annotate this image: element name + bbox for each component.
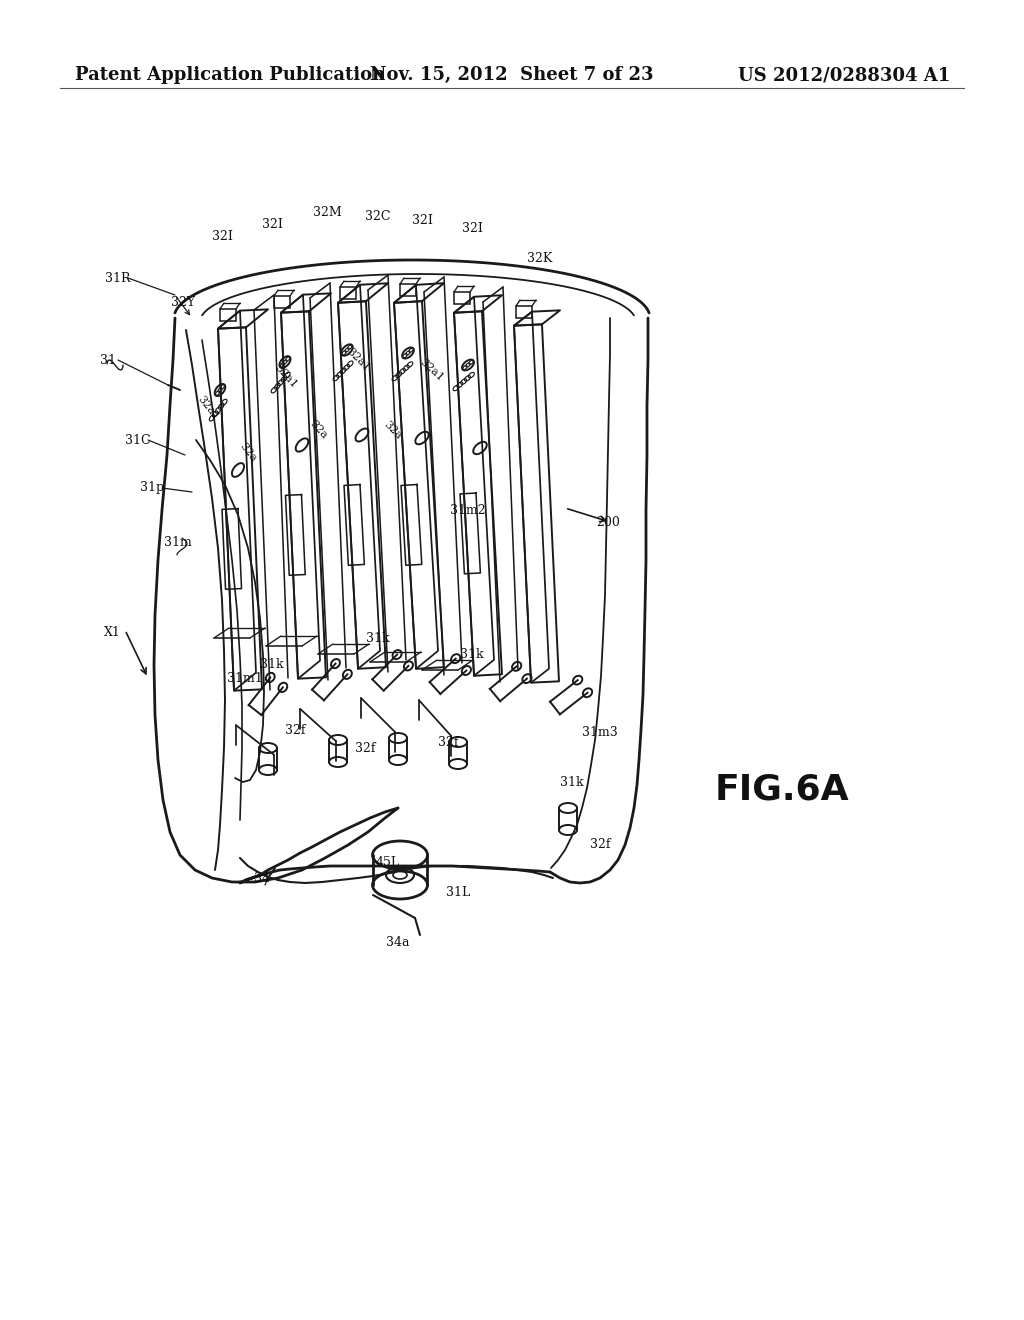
Bar — [516, 306, 532, 318]
Text: FIG.6A: FIG.6A — [715, 774, 850, 807]
Text: 32a1: 32a1 — [344, 347, 372, 374]
Bar — [340, 286, 356, 300]
Text: 32f: 32f — [285, 723, 305, 737]
Text: 34: 34 — [254, 871, 270, 884]
Bar — [274, 296, 290, 308]
Text: 31m1: 31m1 — [227, 672, 263, 685]
Text: 200: 200 — [596, 516, 620, 528]
Bar — [400, 284, 416, 296]
Text: 31k: 31k — [560, 776, 584, 788]
Text: 31m: 31m — [164, 536, 191, 549]
Text: 32M: 32M — [312, 206, 341, 219]
Text: 45L: 45L — [376, 855, 400, 869]
Text: 31m3: 31m3 — [582, 726, 617, 738]
Text: 31: 31 — [100, 354, 116, 367]
Text: 32a: 32a — [307, 418, 329, 441]
Text: 31k: 31k — [460, 648, 483, 661]
Text: 31k: 31k — [367, 631, 390, 644]
Text: 32a1: 32a1 — [196, 393, 220, 422]
Text: 32a1: 32a1 — [418, 356, 445, 383]
Text: 31C: 31C — [125, 433, 151, 446]
Text: 31R: 31R — [105, 272, 131, 285]
Text: 34a: 34a — [386, 936, 410, 949]
Text: 32a: 32a — [382, 418, 403, 441]
Text: Patent Application Publication: Patent Application Publication — [75, 66, 385, 84]
Text: X1: X1 — [103, 627, 121, 639]
Text: 32I: 32I — [462, 222, 482, 235]
Text: 32I: 32I — [212, 231, 232, 243]
Text: US 2012/0288304 A1: US 2012/0288304 A1 — [737, 66, 950, 84]
Text: 31k: 31k — [260, 659, 284, 672]
Bar — [454, 292, 470, 304]
Text: 32f: 32f — [437, 735, 459, 748]
Text: 31p: 31p — [140, 482, 164, 495]
Text: 32a1: 32a1 — [273, 362, 299, 389]
Text: 32f: 32f — [354, 742, 375, 755]
Text: 31m2: 31m2 — [451, 503, 485, 516]
Bar — [220, 309, 236, 321]
Text: 32a: 32a — [238, 441, 258, 463]
Text: 32C: 32C — [366, 210, 391, 223]
Text: 32I: 32I — [261, 219, 283, 231]
Text: Nov. 15, 2012  Sheet 7 of 23: Nov. 15, 2012 Sheet 7 of 23 — [371, 66, 653, 84]
Text: 32K: 32K — [527, 252, 553, 264]
Text: 32Y: 32Y — [171, 296, 195, 309]
Text: 32I: 32I — [412, 214, 432, 227]
Text: 32f: 32f — [590, 838, 610, 851]
Text: 31L: 31L — [445, 886, 470, 899]
